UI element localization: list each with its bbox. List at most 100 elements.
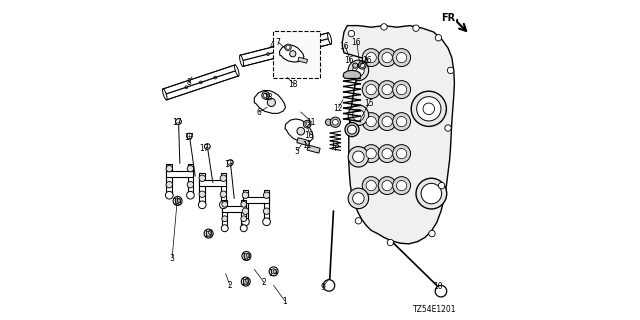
Text: 19: 19: [172, 198, 182, 207]
Text: 5: 5: [294, 147, 300, 156]
Bar: [273, 31, 320, 78]
Circle shape: [290, 51, 296, 57]
Circle shape: [305, 122, 310, 126]
Circle shape: [353, 109, 364, 121]
Circle shape: [397, 52, 407, 63]
Circle shape: [435, 35, 442, 41]
Text: 18: 18: [289, 80, 298, 89]
Circle shape: [166, 165, 173, 172]
Text: TZ54E1201: TZ54E1201: [413, 305, 456, 314]
Text: 16: 16: [344, 56, 354, 65]
Circle shape: [243, 192, 248, 198]
Circle shape: [220, 175, 227, 181]
Circle shape: [263, 218, 270, 226]
Polygon shape: [241, 200, 246, 227]
Circle shape: [366, 180, 376, 191]
Circle shape: [445, 125, 451, 131]
Circle shape: [412, 91, 447, 126]
Circle shape: [438, 182, 445, 189]
Text: 17: 17: [184, 133, 194, 142]
Polygon shape: [163, 65, 239, 100]
Circle shape: [165, 191, 173, 199]
Circle shape: [198, 201, 206, 209]
Circle shape: [353, 193, 364, 204]
Circle shape: [416, 178, 447, 209]
Circle shape: [348, 60, 369, 81]
Circle shape: [303, 120, 311, 128]
Circle shape: [269, 267, 278, 276]
Text: 4: 4: [269, 41, 275, 50]
Circle shape: [393, 81, 411, 99]
Circle shape: [187, 133, 192, 139]
Circle shape: [382, 84, 392, 95]
Circle shape: [378, 49, 396, 67]
Circle shape: [204, 229, 213, 238]
Circle shape: [366, 116, 376, 127]
Circle shape: [413, 25, 419, 31]
Circle shape: [268, 98, 275, 107]
Circle shape: [382, 180, 392, 191]
Text: 3: 3: [169, 254, 174, 263]
Bar: [298, 57, 308, 63]
Circle shape: [362, 177, 380, 195]
Circle shape: [362, 113, 380, 131]
Circle shape: [228, 160, 234, 165]
Circle shape: [348, 30, 355, 37]
Circle shape: [348, 125, 356, 134]
Circle shape: [393, 177, 411, 195]
Bar: [307, 145, 320, 153]
Circle shape: [348, 188, 369, 209]
Circle shape: [240, 225, 247, 232]
Polygon shape: [200, 180, 227, 186]
Circle shape: [264, 192, 270, 198]
Circle shape: [330, 117, 340, 127]
Circle shape: [206, 231, 211, 236]
Circle shape: [353, 63, 358, 68]
Circle shape: [348, 147, 369, 167]
Text: 11: 11: [302, 141, 311, 150]
Circle shape: [447, 67, 454, 74]
Polygon shape: [222, 200, 227, 227]
Circle shape: [205, 144, 210, 149]
Circle shape: [382, 52, 392, 63]
Bar: [297, 138, 310, 146]
Circle shape: [173, 196, 182, 205]
Text: 19: 19: [203, 230, 213, 239]
Circle shape: [345, 123, 359, 137]
Circle shape: [286, 45, 290, 49]
Circle shape: [188, 165, 193, 172]
Circle shape: [429, 230, 435, 237]
Circle shape: [378, 145, 396, 163]
Circle shape: [382, 148, 392, 159]
Ellipse shape: [163, 89, 167, 100]
Circle shape: [326, 119, 332, 125]
Circle shape: [366, 148, 376, 159]
Text: 10: 10: [433, 282, 443, 291]
Polygon shape: [166, 164, 172, 194]
Circle shape: [220, 201, 227, 209]
Ellipse shape: [234, 65, 239, 76]
Circle shape: [360, 63, 365, 68]
Text: 9: 9: [320, 283, 325, 292]
Circle shape: [366, 52, 376, 63]
Circle shape: [175, 119, 182, 124]
Circle shape: [358, 61, 366, 69]
Circle shape: [222, 216, 228, 221]
Circle shape: [187, 191, 195, 199]
Text: 17: 17: [172, 118, 182, 127]
Circle shape: [397, 84, 407, 95]
Circle shape: [242, 218, 250, 226]
Circle shape: [397, 180, 407, 191]
Polygon shape: [342, 26, 454, 244]
Polygon shape: [222, 206, 246, 212]
Text: 6: 6: [256, 108, 261, 117]
Polygon shape: [285, 119, 313, 142]
Circle shape: [378, 81, 396, 99]
Text: 17: 17: [199, 144, 209, 153]
Text: 2: 2: [227, 281, 232, 290]
Circle shape: [355, 218, 362, 224]
Circle shape: [264, 208, 270, 214]
Text: 7: 7: [275, 38, 280, 47]
Polygon shape: [240, 33, 331, 66]
Circle shape: [435, 285, 447, 297]
